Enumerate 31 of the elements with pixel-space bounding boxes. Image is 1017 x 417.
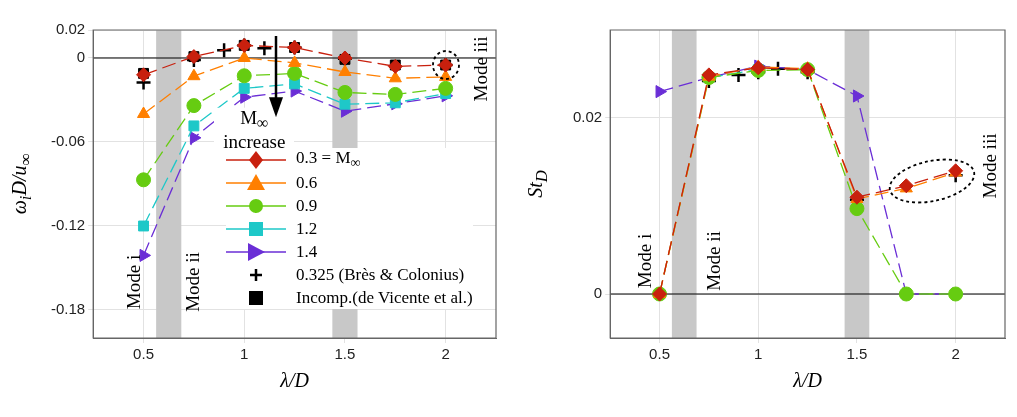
y-tick-label: 0 [593,284,603,302]
annotation: Mode iii [469,36,491,102]
y-tick-label: 0.02 [55,20,86,38]
x-tick-label: 1 [240,345,249,363]
legend-label: Incomp.(de Vicente et al.) [296,287,473,308]
annotation: Mode ii [181,252,203,312]
annotation: M$_{∞}$ increase [214,107,295,152]
legend-label: 0.3 = M$_{∞}$ [296,147,361,172]
y-tick-label: -0.12 [50,216,86,234]
legend-label: 1.4 [296,241,318,262]
x-tick-label: 2 [951,345,960,363]
y-tick-label: -0.18 [50,300,86,318]
annotation: Mode i [633,233,655,288]
annotation: Mode i [122,254,144,310]
x-tick-label: 0.5 [133,345,154,363]
x-tick-label: 0.5 [649,345,670,363]
annotation: Mode iii [978,133,1000,198]
legend-label: 0.9 [296,195,318,216]
legend-label: 1.2 [296,218,318,239]
y-tick-label: 0 [76,48,86,66]
legend-label: 0.6 [296,172,318,193]
x-tick-label: 1.5 [846,345,868,363]
legend-label: 0.325 (Brès & Colonius) [296,264,465,285]
x-axis-title: λ/D [280,369,309,391]
x-tick-label: 2 [441,345,450,363]
x-tick-label: 1.5 [334,345,356,363]
x-axis-title: λ/D [793,369,822,391]
x-tick-label: 1 [754,345,763,363]
y-tick-label: 0.02 [572,108,603,126]
annotation: Mode ii [702,230,724,291]
y-tick-label: -0.06 [50,132,86,150]
